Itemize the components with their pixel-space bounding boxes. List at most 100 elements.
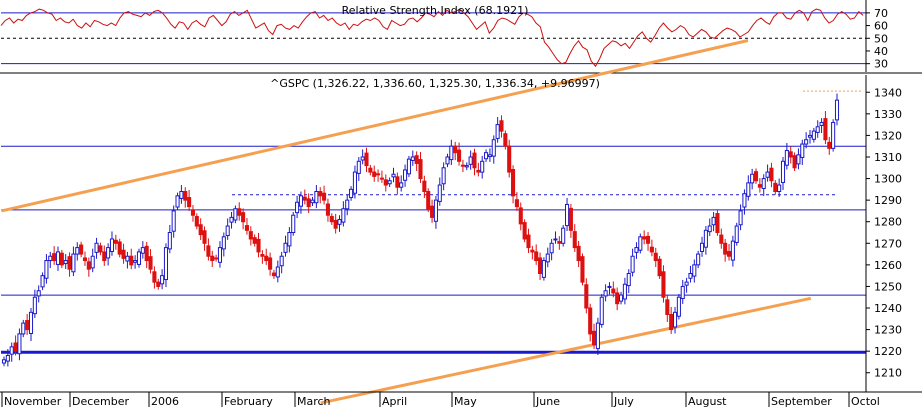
candle-body: [345, 199, 350, 210]
price-y-tick-label: 1300: [874, 173, 902, 186]
candle-body: [622, 283, 627, 300]
candle-body: [576, 245, 581, 262]
candle-body: [410, 156, 415, 161]
candle-body: [827, 141, 832, 149]
candle-body: [719, 234, 724, 244]
candle-body: [538, 257, 543, 274]
candle-body: [82, 257, 88, 262]
candle-body: [572, 231, 577, 249]
candle-body: [244, 225, 250, 231]
price-y-tick-label: 1220: [874, 345, 902, 358]
candle-body: [356, 160, 361, 174]
candle-body: [314, 191, 319, 204]
candle-body: [337, 219, 342, 225]
candle-body: [742, 193, 747, 208]
candle-body: [241, 212, 246, 223]
price-y-tick-label: 1290: [874, 194, 902, 207]
candle-body: [491, 139, 496, 157]
candle-body: [823, 118, 828, 141]
candle-body: [268, 257, 273, 270]
x-tick-label: February: [224, 395, 273, 407]
candle-body: [811, 130, 816, 140]
candle-body: [645, 235, 651, 244]
candle-body: [302, 196, 307, 201]
candle-body: [518, 207, 523, 225]
x-tick-label: September: [771, 395, 832, 407]
candle-body: [630, 255, 635, 273]
price-panel: 1210 1220 1230 1240 1250 1260 1270 1280 1290 1300…: [0, 39, 922, 407]
x-tick-label: Octol: [851, 395, 880, 407]
candle-body: [152, 271, 157, 283]
candle-body: [591, 330, 597, 346]
rsi-y-tick-label: 70: [874, 7, 888, 20]
candle-body: [426, 191, 431, 210]
candle-body: [52, 253, 57, 262]
candle-body: [522, 222, 527, 240]
candle-body: [67, 256, 72, 270]
candle-body: [657, 258, 662, 277]
price-y-tick-label: 1270: [874, 237, 902, 250]
candle-body: [511, 169, 516, 197]
candle-body: [669, 313, 674, 331]
candle-body: [32, 296, 37, 315]
candle-body: [699, 242, 705, 252]
candle-body: [264, 255, 269, 262]
candle-body: [672, 311, 678, 328]
candle-body: [21, 322, 26, 335]
candle-body: [553, 238, 558, 241]
candle-body: [753, 171, 759, 182]
candle-body: [117, 241, 122, 255]
candle-body: [71, 253, 76, 273]
candle-body: [530, 249, 535, 253]
candle-body: [79, 244, 84, 255]
candle-body: [418, 159, 423, 180]
x-tick-label: June: [535, 395, 560, 407]
candle-body: [534, 251, 539, 262]
candle-body: [179, 191, 184, 199]
candle-body: [750, 173, 755, 184]
candle-body: [487, 154, 492, 158]
candle-body: [514, 199, 519, 208]
candle-body: [545, 253, 550, 263]
candle-body: [86, 261, 91, 270]
candle-body: [190, 209, 196, 216]
candle-body: [453, 145, 458, 154]
candle-body: [28, 311, 34, 334]
candle-body: [379, 177, 384, 180]
candle-body: [796, 154, 801, 165]
candle-body: [287, 232, 292, 247]
candle-body: [325, 203, 330, 216]
rsi-y-tick-label: 50: [874, 32, 888, 45]
candle-body: [653, 252, 658, 262]
candle-body: [368, 167, 373, 173]
candle-body: [1, 359, 7, 364]
candle-body: [464, 165, 469, 168]
candle-body: [723, 242, 728, 255]
candle-body: [36, 290, 41, 297]
x-tick-label: April: [382, 395, 407, 407]
candle-body: [133, 260, 138, 263]
candle-body: [40, 275, 45, 288]
candle-body: [90, 255, 95, 269]
candle-body: [59, 252, 64, 266]
candle-body: [306, 198, 311, 208]
candle-body: [726, 250, 732, 257]
candle-body: [784, 150, 789, 166]
candle-body: [615, 292, 620, 305]
candle-body: [457, 149, 462, 162]
candle-body: [603, 290, 608, 297]
candle-body: [109, 238, 115, 252]
candle-body: [433, 199, 438, 222]
candle-body: [642, 236, 647, 240]
candle-body: [372, 171, 377, 177]
candle-body: [13, 342, 18, 352]
candle-body: [584, 284, 589, 309]
price-y-tick-label: 1330: [874, 108, 902, 121]
candle-body: [187, 197, 192, 208]
candle-body: [121, 249, 126, 259]
x-tick-label: July: [613, 395, 634, 407]
candle-body: [94, 242, 99, 253]
candle-body: [692, 264, 697, 277]
